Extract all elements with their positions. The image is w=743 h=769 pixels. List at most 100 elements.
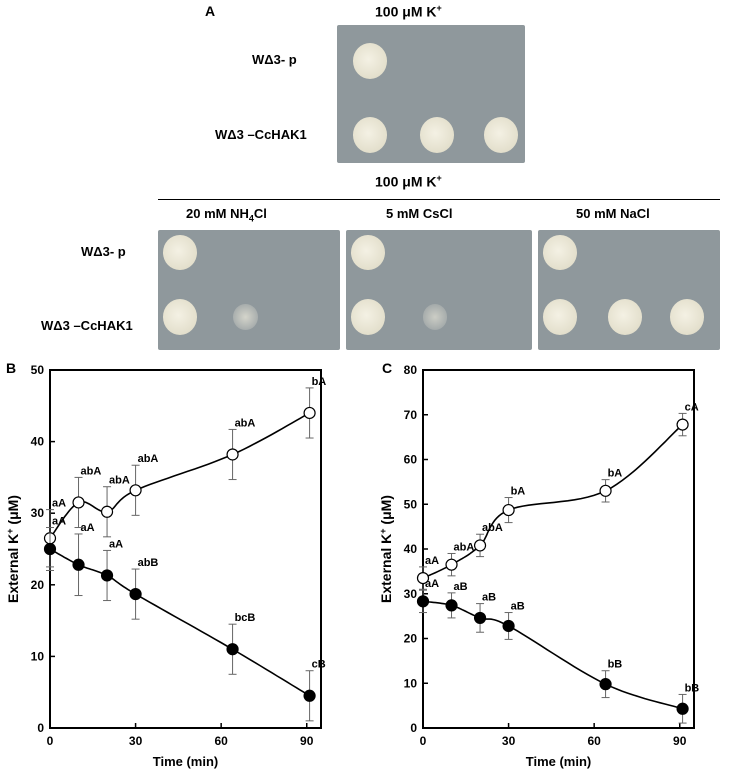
- x-tick-label: 60: [587, 734, 601, 748]
- y-axis-label-part: External K: [378, 534, 394, 603]
- y-tick-label: 50: [404, 497, 418, 511]
- bottom-condition-sup: +: [436, 173, 442, 183]
- y-tick-label: 40: [404, 542, 418, 556]
- y-axis-label-sup: +: [378, 528, 388, 533]
- y-tick-label: 40: [31, 435, 45, 449]
- data-point: [599, 678, 612, 691]
- data-label: abA: [235, 417, 256, 429]
- y-axis-label-sup: +: [5, 528, 15, 533]
- data-point: [303, 689, 316, 702]
- data-label: aB: [511, 601, 525, 613]
- plot-frame: [49, 369, 322, 729]
- data-point: [129, 484, 142, 497]
- series-line: [49, 412, 310, 539]
- data-point: [226, 448, 239, 461]
- top-plate-control-label: WΔ3- p: [252, 52, 297, 67]
- y-tick-label: 30: [404, 587, 418, 601]
- chart-panel-c: 0 10 20 30 40 50 60 70 80 0 30 60 90 Time (min) Extern…: [378, 363, 700, 769]
- data-label: aA: [81, 522, 95, 534]
- data-label: bA: [312, 376, 327, 388]
- plate-nh4cl: [158, 230, 340, 350]
- y-tick-label: 30: [31, 506, 45, 520]
- data-label: abA: [109, 475, 130, 487]
- data-label: bB: [685, 682, 700, 694]
- bottom-condition-title: 100 μM K+: [375, 173, 442, 190]
- data-point: [100, 569, 114, 582]
- yeast-spot: [670, 299, 705, 336]
- yeast-spot: [542, 234, 577, 271]
- data-point: [502, 619, 515, 633]
- x-axis-label: Time (min): [526, 754, 592, 769]
- yeast-spot: [352, 42, 387, 79]
- data-point: [473, 611, 487, 625]
- data-point: [445, 558, 458, 571]
- series-line: [422, 424, 684, 579]
- data-label: abA: [454, 541, 475, 553]
- data-point: [502, 503, 515, 517]
- series-line: [49, 548, 311, 697]
- data-point: [303, 406, 316, 420]
- yeast-spot: [351, 299, 386, 336]
- x-tick-label: 0: [420, 734, 427, 748]
- data-point: [676, 418, 689, 431]
- data-point: [100, 505, 114, 518]
- data-label: abB: [138, 557, 159, 569]
- y-tick-label: 10: [31, 649, 45, 663]
- data-label: aA: [425, 555, 439, 567]
- x-tick-label: 30: [129, 734, 143, 748]
- x-tick-label: 90: [673, 734, 687, 748]
- panel-a-letter: A: [205, 3, 216, 19]
- data-label: bA: [511, 486, 526, 498]
- y-axis-label-part: (μM): [378, 495, 394, 528]
- y-tick-label: 60: [404, 453, 418, 467]
- yeast-spot: [423, 304, 448, 330]
- treatment-label-nh4cl: 20 mM NH4Cl: [186, 206, 267, 224]
- yeast-spot: [352, 117, 387, 154]
- y-axis-label: External K+ (μM): [5, 495, 21, 603]
- y-tick-label: 20: [31, 578, 45, 592]
- data-label: abA: [138, 453, 159, 465]
- y-tick-label: 70: [404, 408, 418, 422]
- data-label: aA: [52, 498, 66, 510]
- data-label: bcB: [235, 612, 256, 624]
- data-label: aB: [482, 592, 496, 604]
- plate-nacl: [538, 230, 720, 350]
- x-tick-label: 90: [300, 734, 314, 748]
- yeast-spot: [351, 234, 386, 271]
- bottom-plates-transformant-label: WΔ3 –CcHAK1: [41, 318, 133, 333]
- data-point: [676, 702, 689, 715]
- yeast-spot: [162, 234, 197, 271]
- data-point: [416, 571, 430, 585]
- data-point: [445, 599, 458, 612]
- yeast-spot: [608, 299, 643, 336]
- y-tick-label: 80: [404, 363, 418, 377]
- data-label: cB: [312, 659, 326, 671]
- data-label: aB: [454, 581, 468, 593]
- x-tick-label: 30: [502, 734, 516, 748]
- x-tick-label: 60: [214, 734, 228, 748]
- y-axis-label-part: (μM): [5, 495, 21, 528]
- plate-cscl: [346, 230, 532, 350]
- yeast-spot: [232, 303, 259, 331]
- panel-c-letter: C: [382, 360, 393, 376]
- yeast-spot: [542, 299, 577, 336]
- panel-b-letter: B: [6, 360, 17, 376]
- treatment-label-cscl: 5 mM CsCl: [386, 206, 453, 221]
- treatment-divider: [158, 199, 720, 200]
- data-point: [416, 595, 430, 608]
- y-axis-label-part: External K: [5, 534, 21, 603]
- x-axis-label: Time (min): [153, 754, 219, 769]
- data-point: [43, 542, 57, 556]
- data-point: [72, 558, 85, 571]
- top-plate: [337, 25, 525, 163]
- y-tick-label: 0: [410, 721, 417, 735]
- y-axis-label: External K+ (μM): [378, 495, 394, 603]
- data-label: bA: [608, 468, 623, 480]
- y-tick-label: 10: [404, 676, 418, 690]
- data-label: bB: [608, 659, 623, 671]
- data-label: aA: [52, 516, 66, 528]
- data-label: abA: [81, 465, 102, 477]
- data-label: aA: [109, 538, 123, 550]
- data-point: [129, 588, 142, 601]
- series-line: [422, 600, 683, 710]
